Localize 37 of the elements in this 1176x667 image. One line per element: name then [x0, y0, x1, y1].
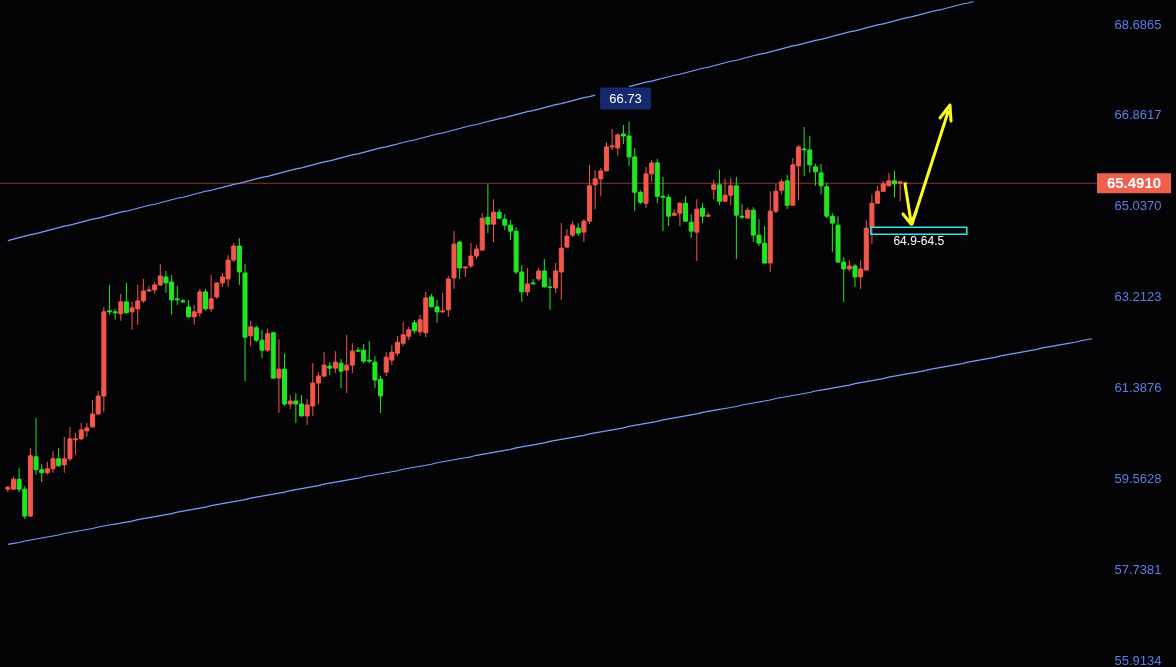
candlestick: [892, 170, 898, 198]
candlestick: [56, 447, 62, 468]
candlestick: [491, 198, 497, 243]
candlestick: [202, 288, 208, 312]
annotation: 64.9-64.5: [893, 234, 945, 249]
candlestick: [739, 203, 745, 220]
candlestick: [118, 293, 124, 322]
line-series: [7, 338, 1093, 546]
candlestick: [208, 274, 214, 313]
ref-line-label: 65.4910: [1106, 174, 1162, 192]
candlestick: [485, 183, 491, 234]
y-tick-label: 59.5628: [1114, 471, 1162, 487]
candlestick: [711, 179, 717, 200]
y-tick-label: 61.3876: [1114, 380, 1162, 396]
candlestick: [688, 213, 694, 239]
candlestick: [276, 338, 282, 414]
candlestick: [265, 328, 271, 353]
candlestick: [524, 267, 530, 297]
y-tick-label: 66.8617: [1114, 107, 1162, 123]
candlestick: [530, 278, 536, 285]
candlestick: [852, 263, 858, 288]
y-tick-label: 68.6865: [1114, 16, 1162, 32]
candlestick: [338, 358, 344, 389]
y-tick-label: 55.9134: [1114, 652, 1162, 667]
candlestick: [332, 350, 338, 374]
candlestick: [705, 211, 711, 218]
candlestick: [699, 202, 705, 224]
y-tick-label: 57.7381: [1114, 561, 1162, 577]
candlestick: [123, 282, 129, 315]
y-tick-label: 63.2123: [1114, 289, 1162, 305]
annotation: 66.73: [609, 90, 642, 106]
candlestick: [716, 169, 722, 206]
y-tick-label: 65.0370: [1114, 198, 1162, 214]
candlestick: [694, 198, 700, 262]
candlestick: [248, 320, 254, 347]
candlestick: [440, 292, 446, 314]
candlestick: [683, 195, 689, 223]
